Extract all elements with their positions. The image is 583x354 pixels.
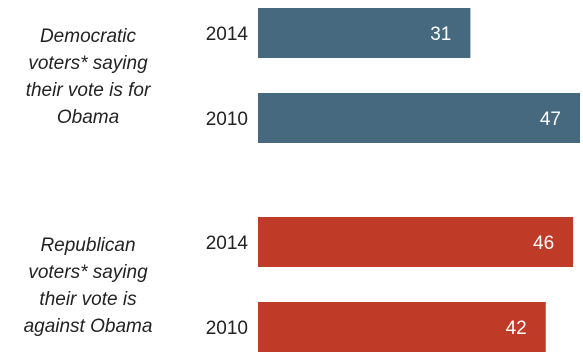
group-label-line: against Obama [24, 316, 153, 337]
group-label: Republican voters* saying their vote is aga… [24, 235, 153, 337]
data-label: 47 [540, 109, 561, 130]
group-label-line: their vote is [39, 289, 137, 310]
chart-group: Democratic voters* saying their vote is fo… [26, 8, 580, 143]
group-label-line: voters* saying [28, 262, 148, 283]
group-label-line: their vote is for [26, 80, 151, 101]
data-label: 46 [533, 233, 554, 254]
group-label-line: Obama [57, 107, 119, 128]
bar [258, 302, 546, 352]
group-label-line: Democratic [40, 26, 137, 47]
category-label: 2014 [206, 24, 249, 45]
bar [258, 8, 471, 58]
group-label-line: voters* saying [28, 53, 148, 74]
category-label: 2010 [206, 318, 248, 339]
group-label: Democratic voters* saying their vote is fo… [26, 26, 151, 128]
group-label-line: Republican [40, 235, 135, 256]
category-label: 2014 [206, 233, 249, 254]
chart-group: Republican voters* saying their vote is aga… [24, 217, 574, 352]
bar [258, 93, 580, 143]
chart-groups: Democratic voters* saying their vote is fo… [24, 8, 580, 352]
data-label: 31 [430, 24, 451, 45]
data-label: 42 [506, 318, 527, 339]
bar [258, 217, 574, 267]
category-label: 2010 [206, 109, 248, 130]
